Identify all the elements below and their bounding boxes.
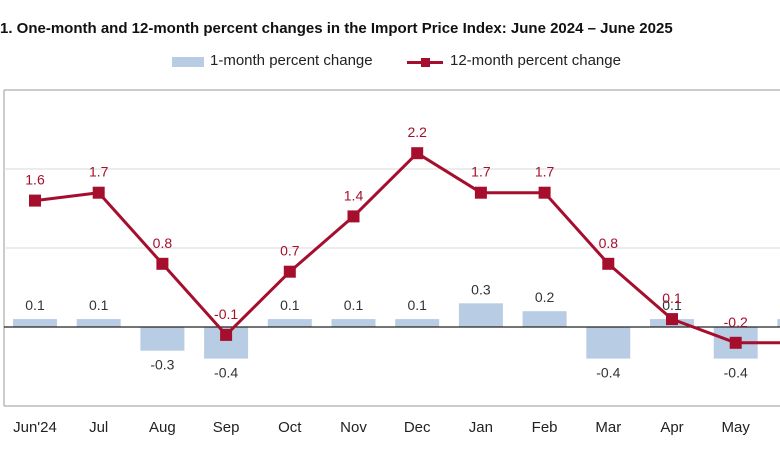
legend-line-marker	[421, 58, 430, 67]
bar-value-label: 0.1	[25, 297, 45, 313]
x-tick-label: Dec	[404, 419, 431, 436]
line-marker-12month	[92, 186, 105, 199]
line-value-label: 1.6	[25, 172, 45, 188]
chart-title: 1. One-month and 12-month percent change…	[0, 20, 673, 37]
x-tick-label: Feb	[532, 419, 558, 436]
line-value-label: 1.7	[535, 164, 555, 180]
line-marker-12month	[666, 313, 678, 326]
line-marker-12month	[29, 194, 41, 207]
legend-label-1month: 1-month percent change	[210, 52, 373, 69]
line-marker-12month	[729, 336, 742, 349]
line-marker-12month	[474, 186, 487, 199]
bar-value-label: 0.1	[344, 297, 364, 313]
bar-1month	[331, 319, 376, 327]
line-marker-12month	[220, 328, 233, 341]
x-tick-label: Apr	[660, 419, 683, 436]
x-tick-label: Oct	[278, 419, 302, 436]
line-value-label: 0.7	[280, 243, 300, 259]
x-tick-label: May	[722, 419, 751, 436]
legend-label-12month: 12-month percent change	[450, 52, 621, 69]
bar-value-label: 0.1	[407, 297, 427, 313]
line-value-label: 1.7	[89, 164, 109, 180]
bar-1month	[13, 319, 57, 327]
line-value-label: 2.2	[407, 124, 427, 140]
bar-1month	[395, 319, 440, 327]
bar-1month	[777, 319, 780, 327]
bar-value-label: -0.3	[150, 357, 174, 373]
legend-bar-swatch	[172, 57, 204, 67]
x-tick-label: Jul	[89, 419, 108, 436]
x-tick-label: Mar	[595, 419, 621, 436]
x-tick-label: Jan	[469, 419, 493, 436]
bar-value-label: -0.4	[596, 365, 620, 381]
bar-1month	[458, 303, 503, 327]
line-marker-12month	[538, 186, 551, 199]
bar-value-label: -0.4	[724, 365, 748, 381]
line-value-label: 1.4	[344, 187, 364, 203]
x-tick-label: Nov	[340, 419, 367, 436]
line-marker-12month	[156, 257, 169, 270]
bar-1month	[267, 319, 312, 327]
bar-1month	[586, 327, 631, 359]
chart-legend: 1-month percent change 12-month percent …	[0, 52, 780, 72]
bar-value-label: -0.4	[214, 365, 238, 381]
line-value-label: 0.8	[599, 235, 619, 251]
line-value-label: 0.1	[662, 290, 682, 306]
line-value-label: 1.7	[471, 164, 491, 180]
bar-value-label: 0.1	[280, 297, 300, 313]
line-marker-12month	[347, 210, 360, 223]
bar-value-label: 0.1	[662, 297, 682, 313]
line-marker-12month	[602, 257, 615, 270]
bar-1month	[140, 327, 185, 351]
bar-value-label: 0.2	[535, 289, 555, 305]
bar-1month	[522, 311, 567, 327]
line-value-label: 0.8	[153, 235, 173, 251]
line-marker-12month	[283, 265, 296, 278]
x-tick-label: Sep	[213, 419, 240, 436]
line-value-label: -0.2	[724, 314, 748, 330]
bar-value-label: 0.3	[471, 281, 491, 297]
x-tick-label: Aug	[149, 419, 176, 436]
bar-value-label: 0.1	[89, 297, 109, 313]
x-tick-label: Jun'24	[13, 419, 57, 436]
bar-1month	[76, 319, 121, 327]
line-marker-12month	[411, 147, 424, 160]
line-value-label: -0.1	[214, 306, 238, 322]
